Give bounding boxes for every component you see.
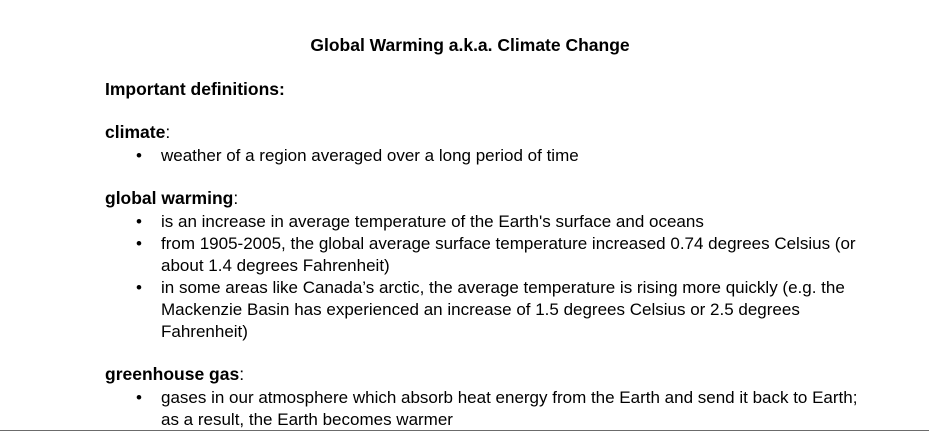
- list-item-text: is an increase in average temperature of…: [161, 212, 704, 231]
- list-item: • from 1905-2005, the global average sur…: [0, 233, 861, 277]
- bullet-icon: •: [136, 146, 142, 165]
- definition-list-climate: • weather of a region averaged over a lo…: [0, 145, 861, 167]
- list-item-text: from 1905-2005, the global average surfa…: [161, 234, 856, 275]
- section-heading: Important definitions:: [105, 79, 285, 99]
- definition-list-greenhouse-gas: • gases in our atmosphere which absorb h…: [0, 387, 861, 431]
- term-global-warming: global warming:: [105, 188, 238, 208]
- bullet-icon: •: [136, 234, 142, 253]
- term-name: climate: [105, 122, 166, 142]
- term-name: greenhouse gas: [105, 364, 240, 384]
- list-item: • gases in our atmosphere which absorb h…: [0, 387, 861, 431]
- document-title: Global Warming a.k.a. Climate Change: [310, 35, 630, 55]
- term-suffix: :: [233, 188, 239, 208]
- bullet-icon: •: [136, 278, 142, 297]
- bottom-divider: [0, 430, 929, 431]
- term-name: global warming: [105, 188, 234, 208]
- bullet-icon: •: [136, 388, 142, 407]
- term-climate: climate:: [105, 122, 170, 142]
- definition-list-global-warming: • is an increase in average temperature …: [0, 211, 861, 343]
- bullet-icon: •: [136, 212, 142, 231]
- list-item: • in some areas like Canada’s arctic, th…: [0, 277, 861, 343]
- list-item-text: weather of a region averaged over a long…: [161, 146, 579, 165]
- list-item: • weather of a region averaged over a lo…: [0, 145, 861, 167]
- term-greenhouse-gas: greenhouse gas:: [105, 364, 244, 384]
- term-suffix: :: [239, 364, 245, 384]
- term-suffix: :: [165, 122, 171, 142]
- list-item-text: gases in our atmosphere which absorb hea…: [161, 388, 858, 429]
- list-item-text: in some areas like Canada’s arctic, the …: [161, 278, 845, 341]
- list-item: • is an increase in average temperature …: [0, 211, 861, 233]
